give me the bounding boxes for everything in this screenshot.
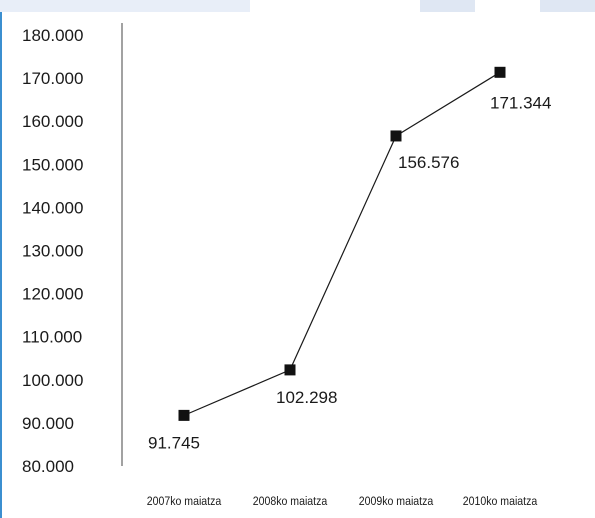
y-tick-label: 110.000 [22, 328, 82, 347]
top-band-segment [475, 0, 540, 12]
x-tick-label: 2008ko maiatza [253, 495, 328, 508]
top-band-segment [420, 0, 475, 12]
data-point-marker [494, 66, 506, 78]
data-label: 102.298 [276, 388, 337, 407]
x-tick-label: 2007ko maiatza [147, 495, 222, 508]
data-label: 91.745 [148, 433, 200, 452]
top-band [0, 0, 595, 12]
data-point-marker [284, 364, 296, 376]
data-label: 171.344 [490, 93, 551, 112]
x-tick-label: 2009ko maiatza [359, 495, 434, 508]
y-tick-label: 120.000 [22, 285, 83, 304]
y-tick-label: 160.000 [22, 112, 83, 131]
y-tick-labels: 80.000 90.000 100.000 110.000 120.000 130.000… [22, 26, 83, 476]
top-band-segment [250, 0, 420, 12]
y-tick-label: 140.000 [22, 198, 83, 217]
data-point-marker [178, 409, 190, 421]
y-tick-label: 180.000 [22, 26, 83, 45]
series-line [183, 71, 501, 416]
x-tick-labels: 2007ko maiatza 2008ko maiatza 2009ko maiat… [147, 495, 538, 508]
y-tick-label: 100.000 [22, 371, 83, 390]
y-tick-label: 150.000 [22, 155, 83, 174]
top-band-segment [0, 0, 250, 12]
data-point-marker [390, 130, 402, 142]
x-tick-label: 2010ko maiatza [463, 495, 538, 508]
data-label: 156.576 [398, 153, 459, 172]
y-tick-label: 80.000 [22, 457, 74, 476]
y-tick-label: 170.000 [22, 69, 83, 88]
y-tick-label: 130.000 [22, 242, 83, 261]
series-group [178, 66, 506, 421]
data-labels: 91.745 102.298 156.576 171.344 [148, 93, 551, 452]
y-tick-label: 90.000 [22, 414, 74, 433]
top-band-segment [540, 0, 595, 12]
frame-left-border [0, 12, 2, 518]
